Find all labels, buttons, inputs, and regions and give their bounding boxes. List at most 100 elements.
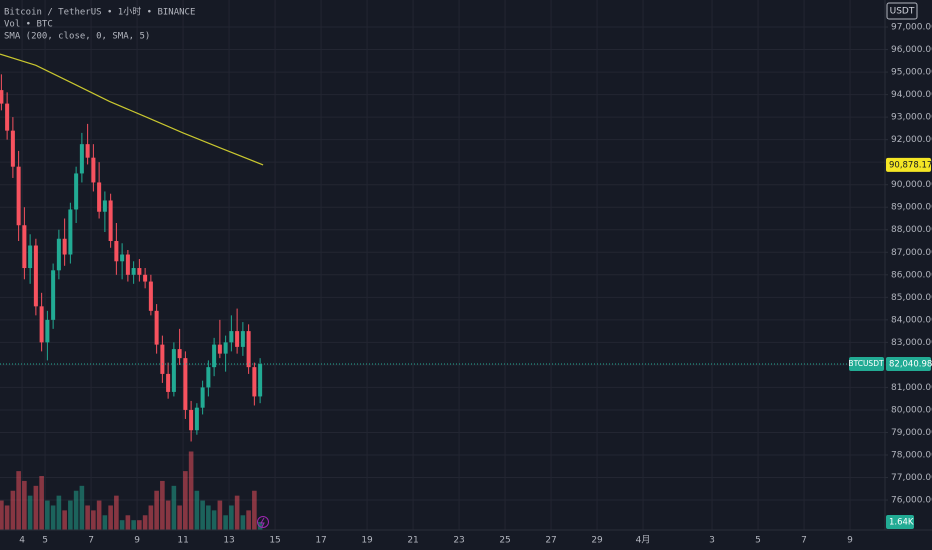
volume-bar	[91, 510, 96, 530]
volume-bar	[39, 476, 44, 530]
volume-bar	[223, 515, 228, 530]
volume-bar	[56, 495, 62, 530]
x-tick-label: 7	[88, 536, 94, 546]
x-tick-label: 23	[453, 536, 464, 546]
volume-bar	[148, 505, 154, 530]
symbol-label: BTCUSDT	[848, 359, 884, 368]
candle-body	[74, 173, 79, 210]
volume-title: Vol • BTC	[4, 20, 53, 30]
candle-body	[137, 268, 142, 275]
y-tick-label: 90,000.00	[891, 180, 932, 190]
volume-bar	[229, 505, 234, 530]
volume-bar	[50, 505, 56, 530]
candle-body	[51, 270, 56, 320]
volume-bar	[200, 500, 205, 530]
grid	[0, 0, 885, 530]
volume-bar	[211, 510, 217, 530]
x-tick-label: 27	[545, 536, 556, 546]
x-tick-label: 3	[709, 536, 715, 546]
volume-bar	[142, 515, 148, 530]
volume-bar	[131, 520, 136, 530]
candle-body	[217, 344, 222, 354]
candle-body	[166, 373, 171, 392]
axes: 76,000.00 77,000.00 78,000.00 79,000.00 80,0…	[19, 23, 932, 546]
candle-body	[171, 349, 176, 392]
currency-box[interactable]	[886, 2, 918, 20]
candle-body	[183, 358, 188, 410]
candle-body	[10, 130, 15, 167]
candle-body	[68, 209, 73, 255]
x-tick-label: 21	[407, 536, 418, 546]
price-axis	[885, 0, 932, 550]
volume-bar	[27, 495, 33, 530]
x-tick-label: 4月	[636, 535, 651, 546]
candle-body	[194, 407, 199, 431]
volume-bar	[10, 490, 16, 530]
volume-bar	[137, 520, 142, 530]
volume-bar	[171, 485, 177, 530]
y-tick-label: 92,000.00	[891, 135, 932, 145]
volume-bar	[33, 485, 39, 530]
candle-body	[39, 306, 44, 343]
y-tick-label: 97,000.00	[891, 23, 932, 33]
volume-bar	[45, 500, 50, 530]
candle-body	[85, 144, 90, 158]
x-tick-label: 7	[801, 536, 807, 546]
y-tick-label: 78,000.00	[891, 450, 932, 460]
x-tick-label: 9	[134, 536, 140, 546]
candle-body	[189, 409, 194, 431]
volume-bar	[125, 515, 131, 530]
candle-body	[131, 268, 136, 275]
candle-body	[143, 274, 148, 282]
x-tick-label: 9	[847, 536, 853, 546]
x-tick-label: 13	[223, 536, 234, 546]
volume-bar	[4, 505, 10, 530]
last-price-badge	[886, 356, 931, 371]
candle-body	[28, 245, 33, 269]
x-tick-label: 17	[315, 536, 326, 546]
candle-body	[200, 387, 205, 408]
candle-body	[148, 281, 153, 311]
event-icon-bolt	[260, 517, 265, 528]
y-tick-label: 79,000.00	[891, 428, 932, 438]
volume-bar	[79, 485, 85, 530]
y-tick-label: 96,000.00	[891, 45, 932, 55]
candle-body	[252, 367, 257, 397]
last-price-label: 82,040.98	[889, 359, 932, 369]
volume-bar	[73, 490, 79, 530]
volume-badge	[886, 514, 914, 529]
volume-bar	[68, 500, 73, 530]
volume-label: 1.64K	[889, 517, 914, 527]
volume-bar	[246, 510, 251, 530]
candle-body	[102, 200, 107, 212]
x-tick-label: 25	[499, 536, 510, 546]
y-tick-label: 84,000.00	[891, 315, 932, 325]
sma-label: 90,878.17	[889, 160, 932, 170]
volume-bar	[102, 515, 108, 530]
x-tick-label: 15	[269, 536, 280, 546]
candle-body	[114, 241, 119, 262]
candle-body	[91, 157, 96, 183]
y-tick-label: 83,000.00	[891, 338, 932, 348]
candle-body	[246, 331, 251, 368]
volume-bar	[183, 471, 188, 530]
candle-body	[125, 254, 130, 275]
candle-body	[22, 225, 27, 269]
volume-bar	[165, 500, 171, 530]
y-tick-label: 86,000.00	[891, 270, 932, 280]
volume-bar	[194, 490, 200, 530]
candle-body	[177, 349, 182, 359]
volume-bar	[217, 500, 223, 530]
y-tick-label: 88,000.00	[891, 225, 932, 235]
candle-body	[108, 200, 113, 242]
volume-bar	[234, 495, 240, 530]
candle-body	[160, 344, 165, 374]
candle-body	[120, 254, 125, 262]
x-tick-label: 19	[361, 536, 373, 546]
volume-bar	[206, 505, 211, 530]
event-icon[interactable]	[257, 516, 269, 528]
volume-bar	[96, 500, 102, 530]
y-tick-label: 81,000.00	[891, 383, 932, 393]
